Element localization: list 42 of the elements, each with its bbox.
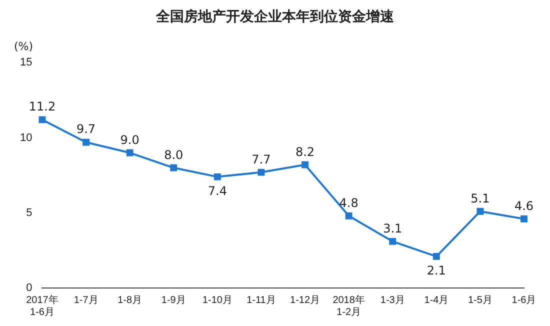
- data-label: 9.0: [120, 132, 140, 147]
- y-tick-label: 15: [20, 56, 32, 69]
- point: [389, 238, 396, 245]
- x-tick-label: 1-8月: [118, 294, 142, 306]
- data-label: 9.7: [76, 122, 96, 136]
- data-label: 4.8: [339, 196, 358, 210]
- data-label: 8.0: [164, 148, 184, 162]
- y-tick-label: 5: [26, 206, 32, 219]
- point: [432, 252, 440, 260]
- data-label: 5.1: [470, 191, 490, 206]
- point: [520, 215, 528, 222]
- x-tick-label: 1-12月: [290, 294, 320, 306]
- point: [345, 212, 352, 220]
- y-tick-label: 0: [26, 282, 32, 294]
- x-tick-label: 2018年 1-2月: [332, 294, 365, 318]
- x-tick-label: 1-9月: [161, 294, 186, 306]
- chart-title: 全国房地产开发企业本年到位资金增速: [155, 8, 395, 26]
- x-tick-label: 1-7月: [74, 294, 98, 306]
- data-label: 2.1: [426, 263, 446, 278]
- data-label: 8.2: [295, 144, 315, 159]
- x-tick-label: 1-5月: [468, 294, 492, 306]
- x-tick-label: 2017年 1-6月: [26, 294, 58, 318]
- x-tick-label: 1-11月: [246, 294, 276, 306]
- point: [258, 168, 265, 176]
- point: [476, 208, 484, 215]
- point: [38, 116, 46, 124]
- point: [302, 161, 308, 168]
- x-tick-label: 1-10月: [202, 294, 232, 306]
- point: [170, 164, 178, 172]
- point: [82, 138, 90, 146]
- data-label: 11.2: [28, 100, 56, 114]
- y-axis-title: (%): [14, 40, 34, 53]
- data-label: 4.6: [514, 198, 534, 213]
- x-tick-label: 1-4月: [424, 294, 449, 306]
- y-tick-label: 10: [20, 132, 32, 144]
- point: [214, 173, 221, 180]
- x-tick-label: 1-6月: [512, 294, 536, 306]
- point: [126, 149, 134, 156]
- data-label: 3.1: [383, 221, 402, 236]
- data-label: 7.7: [252, 152, 271, 166]
- x-tick-label: 1-3月: [380, 294, 405, 306]
- data-label: 7.4: [208, 184, 227, 198]
